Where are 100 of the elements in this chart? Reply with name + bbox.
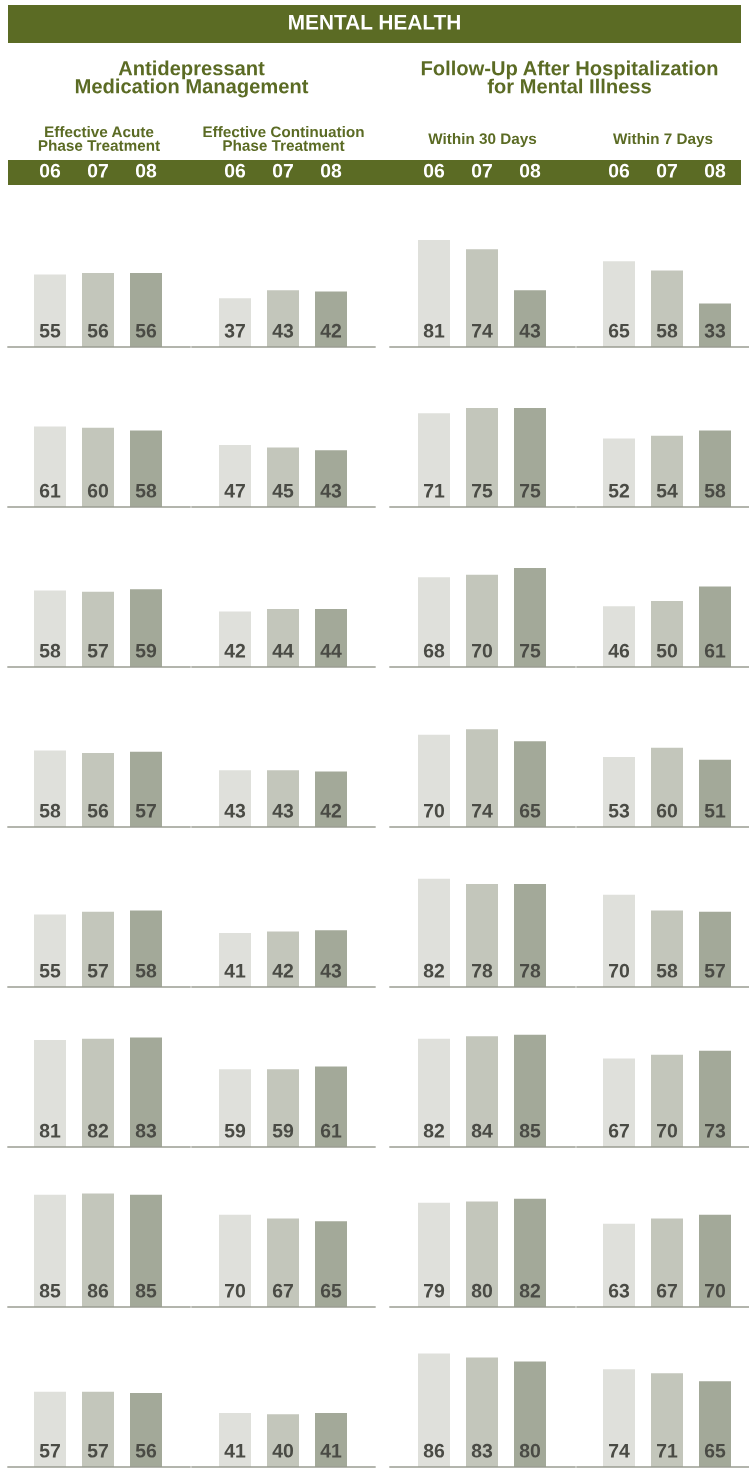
data-label: 70: [472, 643, 493, 658]
x-tick-label: 08: [135, 163, 157, 178]
data-label: 52: [608, 483, 630, 498]
data-label: 57: [87, 1444, 108, 1458]
data-label: 51: [704, 804, 726, 818]
data-label: 61: [320, 1123, 342, 1138]
data-label: 70: [609, 963, 630, 978]
data-label: 58: [135, 963, 157, 978]
x-tick-label: 06: [423, 163, 445, 178]
data-label: 41: [224, 964, 246, 978]
data-label: 82: [423, 963, 445, 978]
data-label: 45: [272, 484, 294, 498]
data-label: 70: [657, 1123, 678, 1138]
data-label: 84: [471, 1123, 493, 1138]
data-label: 58: [656, 323, 678, 338]
data-label: 42: [320, 323, 342, 338]
data-label: 71: [424, 484, 445, 498]
data-label: 54: [656, 484, 678, 498]
data-label: 57: [704, 964, 725, 978]
data-label: 67: [272, 1283, 293, 1298]
data-label: 42: [320, 803, 342, 818]
x-tick-label: 06: [608, 163, 630, 178]
data-label: 74: [609, 1444, 630, 1458]
data-label: 56: [135, 1443, 157, 1458]
data-label: 44: [272, 644, 294, 658]
x-tick-label: 07: [272, 163, 293, 178]
data-label: 73: [705, 1123, 726, 1138]
data-label: 74: [472, 804, 493, 818]
data-label: 55: [39, 964, 61, 978]
x-tick-label: 06: [39, 163, 61, 178]
data-label: 43: [272, 323, 294, 338]
chart-title: Effective Continuation Phase Treatment: [203, 126, 364, 151]
data-label: 42: [224, 643, 246, 658]
data-label: 44: [320, 644, 342, 658]
data-label: 85: [39, 1283, 61, 1298]
text: Antidepressant Medication Management: [75, 60, 309, 98]
chart-title: Within 30 Days: [428, 132, 537, 148]
data-label: 56: [87, 803, 109, 818]
data-label: 68: [423, 643, 445, 658]
data-label: 61: [39, 483, 61, 498]
x-tick-label: 07: [656, 163, 677, 178]
data-label: 82: [423, 1123, 445, 1138]
text: MENTAL HEALTH: [289, 15, 460, 30]
data-label: 59: [224, 1123, 246, 1138]
data-label: 59: [272, 1123, 294, 1138]
data-label: 55: [39, 324, 61, 338]
data-label: 70: [424, 803, 445, 818]
data-label: 57: [87, 644, 108, 658]
data-label: 80: [471, 1283, 493, 1298]
data-label: 81: [39, 1123, 61, 1138]
data-label: 58: [656, 963, 678, 978]
data-label: 60: [87, 483, 109, 498]
data-label: 57: [87, 964, 108, 978]
data-label: 70: [225, 1283, 246, 1298]
data-label: 41: [320, 1444, 342, 1458]
data-label: 59: [135, 643, 157, 658]
data-label: 41: [224, 1444, 246, 1458]
data-label: 83: [471, 1443, 493, 1458]
data-label: 56: [87, 323, 109, 338]
data-label: 65: [320, 1283, 342, 1298]
data-label: 37: [224, 323, 245, 338]
data-label: 57: [135, 804, 156, 818]
x-tick-label: 08: [704, 163, 726, 178]
data-label: 74: [472, 324, 493, 338]
data-label: 75: [520, 484, 541, 498]
data-label: 65: [519, 803, 541, 818]
data-label: 67: [608, 1123, 629, 1138]
data-label: 65: [608, 323, 630, 338]
chart-title: Within 7 Days: [613, 132, 713, 148]
chart-title: Effective Acute Phase Treatment: [38, 126, 160, 151]
data-label: 75: [520, 644, 541, 658]
x-tick-label: 08: [320, 163, 342, 178]
data-label: 63: [608, 1283, 630, 1298]
data-label: 85: [519, 1123, 541, 1138]
data-label: 58: [39, 643, 61, 658]
data-label: 40: [272, 1443, 294, 1458]
data-label: 43: [320, 483, 342, 498]
data-label: 43: [320, 963, 342, 978]
data-label: 86: [423, 1443, 445, 1458]
data-label: 65: [704, 1443, 726, 1458]
data-label: 82: [87, 1123, 109, 1138]
data-label: 75: [472, 484, 493, 498]
data-label: 57: [39, 1444, 60, 1458]
data-label: 56: [135, 323, 157, 338]
data-label: 42: [272, 963, 294, 978]
x-tick-label: 06: [224, 163, 246, 178]
text: Follow-Up After Hospitalization for Mental Illness: [421, 60, 718, 94]
data-label: 43: [224, 803, 246, 818]
data-label: 43: [272, 803, 294, 818]
data-label: 71: [657, 1444, 678, 1458]
x-tick-label: 07: [87, 163, 108, 178]
data-label: 58: [704, 483, 726, 498]
data-label: 33: [704, 323, 726, 338]
data-label: 60: [656, 803, 678, 818]
data-label: 46: [608, 643, 630, 658]
data-label: 43: [519, 323, 541, 338]
data-label: 67: [656, 1283, 677, 1298]
data-label: 86: [87, 1283, 109, 1298]
data-label: 83: [135, 1123, 157, 1138]
data-label: 58: [135, 483, 157, 498]
